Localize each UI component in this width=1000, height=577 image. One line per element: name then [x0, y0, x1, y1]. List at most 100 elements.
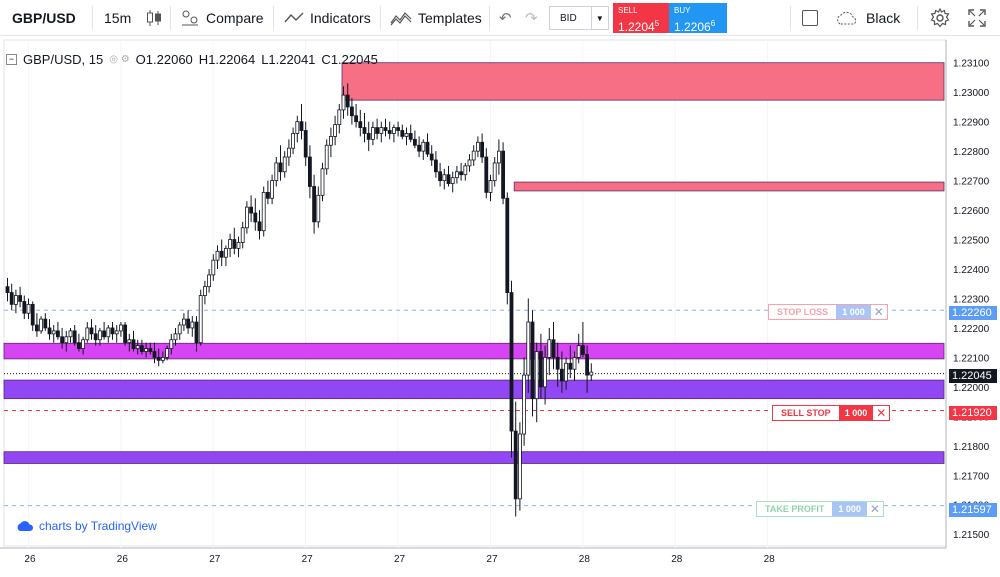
theme-label: Black: [866, 10, 901, 26]
candle-body: [249, 206, 254, 214]
current-price-tag: 1.22045: [949, 369, 997, 383]
toolbar-divider: [170, 6, 171, 30]
price-tick-label: 1.22000: [953, 383, 990, 394]
close-icon[interactable]: ✕: [870, 305, 887, 319]
chart-style-button[interactable]: [146, 0, 162, 36]
candle-body: [123, 324, 127, 344]
compare-button[interactable]: Compare: [180, 0, 264, 36]
candle-body: [555, 357, 560, 370]
chevron-down-icon: ▼: [590, 7, 608, 29]
candle-body: [102, 330, 106, 338]
price-chart[interactable]: 1.23100 1.23000 1.22900 1.22800 1.22700 1.226…: [0, 36, 1000, 577]
candle-body: [572, 357, 577, 370]
candle-body: [496, 150, 501, 164]
candle-body: [72, 330, 77, 344]
take-profit-order[interactable]: TAKE PROFIT 1 000 ✕: [756, 501, 884, 517]
theme-button[interactable]: Black: [834, 0, 900, 36]
stop-loss-qty: 1 000: [836, 305, 871, 319]
redo-button[interactable]: ↷: [525, 0, 538, 36]
candle-body: [89, 327, 94, 335]
candle-body: [144, 348, 149, 352]
buy-button[interactable]: BUY 1.22066: [669, 3, 727, 34]
price-tick-label: 1.21800: [953, 442, 990, 453]
close-icon[interactable]: ✕: [866, 502, 883, 516]
indicators-button[interactable]: Indicators: [284, 0, 371, 36]
legend-high: H1.22064: [198, 52, 256, 67]
candle-body: [505, 197, 510, 293]
candle-body: [135, 345, 140, 349]
tradingview-watermark[interactable]: charts by TradingView: [16, 519, 157, 533]
candle-body: [295, 121, 300, 134]
square-icon: [802, 10, 818, 26]
candle-body: [131, 339, 136, 349]
sell-button[interactable]: SELL 1.22045: [613, 3, 671, 34]
close-icon[interactable]: ✕: [873, 406, 890, 420]
time-tick-label: 28: [671, 554, 683, 565]
maximize-button[interactable]: [968, 0, 986, 36]
candle-body: [391, 127, 396, 134]
candle-body: [312, 186, 317, 223]
candle-body: [417, 144, 422, 152]
candle-body: [56, 330, 60, 338]
candle-body: [307, 156, 312, 187]
candle-body: [165, 348, 170, 358]
candle-body: [433, 159, 438, 173]
candle-body: [85, 327, 90, 341]
templates-button[interactable]: Templates: [390, 0, 482, 36]
toolbar-divider: [790, 6, 791, 30]
candle-body: [270, 180, 275, 199]
stop-loss-order[interactable]: STOP LOSS 1 000 ✕: [768, 304, 888, 320]
interval-button[interactable]: 15m: [104, 0, 131, 36]
legend-eye-icon[interactable]: ◎ ⚙: [109, 54, 130, 65]
sell-stop-order[interactable]: SELL STOP 1 000 ✕: [772, 405, 891, 421]
candle-body: [341, 94, 346, 111]
candle-body: [446, 174, 451, 184]
legend-title: GBP/USD, 15: [23, 52, 104, 67]
candle-body: [291, 133, 296, 149]
undo-button[interactable]: ↶: [499, 0, 512, 36]
fullscreen-toggle[interactable]: [802, 0, 818, 36]
candle-body: [223, 247, 228, 258]
price-source-select[interactable]: BID ▼: [549, 6, 609, 30]
toolbar-divider: [917, 6, 918, 30]
toolbar-divider: [273, 6, 274, 30]
candle-body: [450, 177, 455, 184]
toolbar-divider: [489, 6, 490, 30]
indicators-icon: [284, 12, 304, 23]
candle-body: [454, 171, 459, 179]
interval-label: 15m: [104, 10, 132, 26]
candle-body: [160, 357, 165, 361]
price-tick-label: 1.22500: [953, 236, 990, 247]
price-tick-label: 1.21500: [953, 530, 990, 541]
candle-body: [585, 354, 589, 376]
gear-icon: [930, 8, 950, 28]
candle-body: [22, 301, 27, 314]
candle-body: [320, 168, 325, 196]
legend-open: O1.22060: [135, 52, 193, 67]
sell-stop-qty: 1 000: [838, 406, 874, 420]
legend-close: C1.22045: [321, 52, 378, 67]
candle-body: [119, 324, 123, 332]
take-profit-qty: 1 000: [832, 502, 867, 516]
candle-body: [581, 345, 585, 355]
sell-label: SELL: [618, 6, 638, 15]
candle-body: [194, 321, 199, 344]
chart-area[interactable]: 1.23100 1.23000 1.22900 1.22800 1.22700 1.226…: [0, 36, 1000, 577]
top-toolbar: GBP/USD 15m Compare Indicators T: [0, 0, 1000, 36]
cloud-logo-icon: [17, 521, 34, 531]
candles-icon: [147, 10, 161, 26]
candle-body: [568, 362, 573, 370]
undo-icon: ↶: [499, 10, 512, 27]
buy-label: BUY: [674, 6, 691, 15]
symbol-search[interactable]: GBP/USD: [12, 0, 76, 36]
settings-button[interactable]: [930, 0, 950, 36]
collapse-legend-icon[interactable]: −: [6, 54, 17, 65]
candle-body: [106, 327, 111, 338]
buy-price: 1.22066: [674, 19, 716, 34]
candle-body: [396, 127, 401, 131]
candle-body: [564, 362, 568, 382]
candle-body: [463, 165, 468, 176]
candle-body: [333, 124, 338, 137]
toolbar-divider: [92, 6, 93, 30]
symbol-label: GBP/USD: [12, 10, 76, 26]
